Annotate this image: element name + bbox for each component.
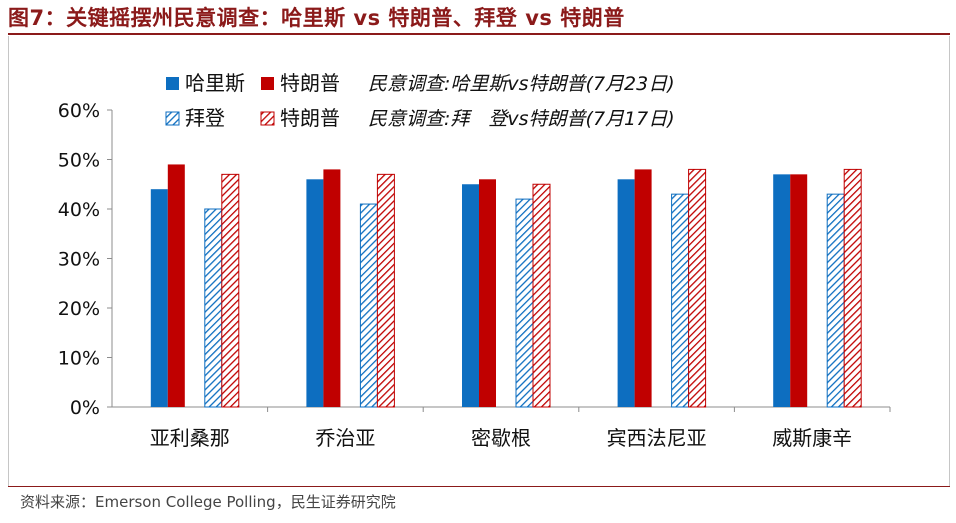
legend-biden-label: 拜登 xyxy=(185,106,225,130)
bar-trump-vs-harris xyxy=(323,169,341,407)
bar-biden xyxy=(515,198,534,408)
bar-trump-vs-biden xyxy=(532,183,551,408)
bar-trump-vs-biden xyxy=(843,168,862,408)
x-tick-label: 宾西法尼亚 xyxy=(607,426,707,450)
figure-title: 图7：关键摇摆州民意调查：哈里斯 vs 特朗普、拜登 vs 特朗普 xyxy=(8,6,625,30)
bar-trump-vs-biden xyxy=(688,168,707,408)
bar-harris xyxy=(150,189,168,407)
x-tick-label: 密歇根 xyxy=(471,426,531,450)
title-rule xyxy=(8,33,950,35)
x-tick-label: 威斯康辛 xyxy=(772,426,852,450)
bar-harris xyxy=(773,174,791,407)
bar-trump-vs-biden xyxy=(221,173,240,408)
y-tick-label: 30% xyxy=(58,249,100,271)
bar-biden xyxy=(671,193,690,408)
y-tick-label: 60% xyxy=(58,100,100,122)
bar-biden xyxy=(826,193,845,408)
legend-trump-hatched-swatch xyxy=(260,111,275,126)
bar-biden xyxy=(204,208,223,408)
bar-biden xyxy=(359,203,378,408)
legend-trump-swatch xyxy=(261,77,274,90)
bar-trump-vs-harris xyxy=(479,179,496,407)
footer-rule xyxy=(8,486,950,487)
source-note: 资料来源：Emerson College Polling，民生证券研究院 xyxy=(20,493,396,511)
legend-harris-swatch xyxy=(166,77,179,90)
bar-trump-vs-harris xyxy=(790,174,808,407)
chart-frame xyxy=(8,36,950,486)
y-tick-label: 0% xyxy=(70,397,100,419)
bar-trump-vs-biden xyxy=(376,173,395,408)
bar-harris xyxy=(462,184,479,407)
legend-biden-swatch xyxy=(165,111,180,126)
y-tick-label: 20% xyxy=(58,298,100,320)
legend-trump-hatched-label: 特朗普 xyxy=(280,106,340,130)
y-tick-label: 50% xyxy=(58,150,100,172)
bar-harris xyxy=(306,179,324,407)
legend-trump-label: 特朗普 xyxy=(280,71,340,95)
x-tick-label: 乔治亚 xyxy=(315,426,375,450)
legend-note: 民意调查:拜 登vs特朗普(7月17日) xyxy=(368,108,675,130)
bar-trump-vs-harris xyxy=(167,164,185,407)
bar-harris xyxy=(617,179,635,407)
bar-trump-vs-harris xyxy=(634,169,652,407)
y-tick-label: 10% xyxy=(58,348,100,370)
x-tick-label: 亚利桑那 xyxy=(150,426,230,450)
legend-harris-label: 哈里斯 xyxy=(185,71,245,95)
legend-note: 民意调查:哈里斯vs特朗普(7月23日) xyxy=(368,73,675,95)
y-tick-label: 40% xyxy=(58,199,100,221)
